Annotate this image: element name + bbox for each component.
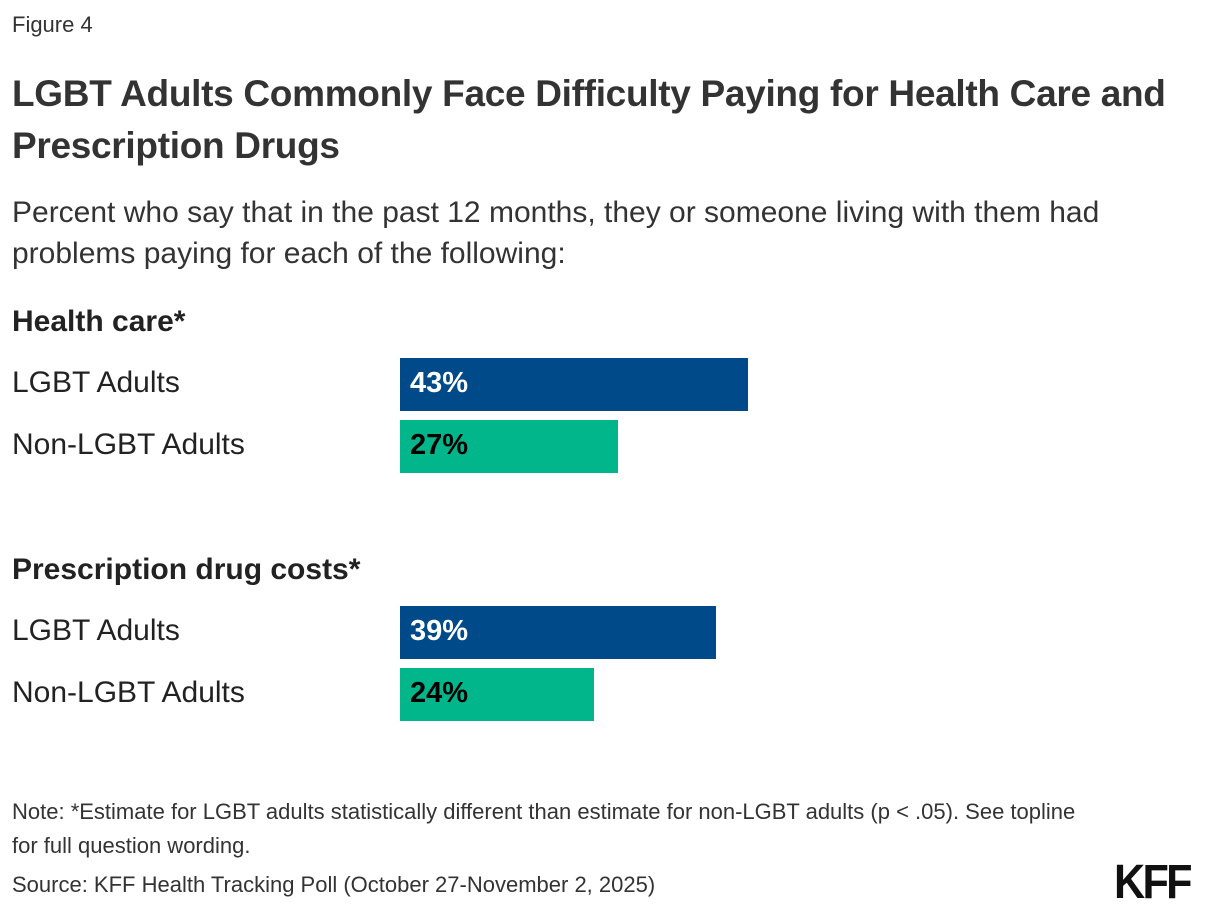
bar: 43%	[400, 358, 748, 411]
row-label: LGBT Adults	[12, 366, 180, 399]
group-title: Health care*	[12, 305, 186, 338]
bar: 24%	[400, 668, 595, 721]
bar: 39%	[400, 606, 716, 659]
bar: 27%	[400, 420, 619, 473]
kff-logo: KFF	[1114, 856, 1193, 909]
chart-title: LGBT Adults Commonly Face Difficulty Pay…	[12, 73, 1166, 166]
chart-source: Source: KFF Health Tracking Poll (Octobe…	[12, 872, 656, 897]
data-label: 43%	[410, 367, 469, 399]
chart-note: Note: *Estimate for LGBT adults statisti…	[12, 799, 1076, 858]
data-label: 24%	[410, 677, 469, 709]
data-label: 39%	[410, 615, 469, 647]
data-label: 27%	[410, 429, 469, 461]
chart-subtitle: Percent who say that in the past 12 mont…	[12, 196, 1100, 270]
row-label: Non-LGBT Adults	[12, 428, 245, 461]
figure-label: Figure 4	[12, 12, 93, 37]
row-label: Non-LGBT Adults	[12, 676, 245, 709]
group-title: Prescription drug costs*	[12, 553, 361, 586]
row-label: LGBT Adults	[12, 614, 180, 647]
